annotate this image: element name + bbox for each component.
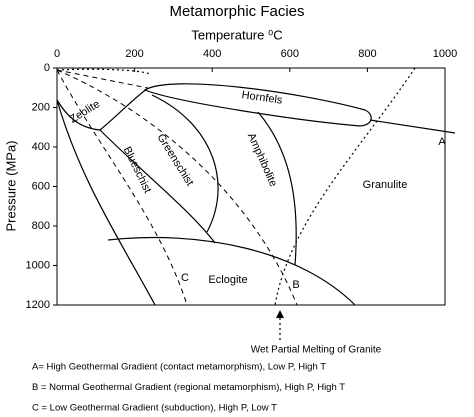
- x-tick-label: 1000: [433, 48, 457, 60]
- x-tick-label: 800: [358, 48, 376, 60]
- legend-item: B = Normal Geothermal Gradient (regional…: [32, 382, 345, 393]
- gradient-label: B: [292, 279, 299, 291]
- y-tick-label: 800: [32, 220, 50, 232]
- x-axis-label: Temperature ⁰C: [191, 27, 282, 42]
- facies-label: Eclogite: [208, 274, 247, 286]
- facies-boundaries: [56, 67, 456, 340]
- annotation: Wet Partial Melting of Granite: [251, 345, 382, 356]
- legend-item: A= High Geothermal Gradient (contact met…: [32, 362, 326, 373]
- y-tick-label: 0: [44, 62, 50, 74]
- y-tick-label: 600: [32, 180, 50, 192]
- facies-label: Granulite: [363, 179, 408, 191]
- legend-item: C = Low Geothermal Gradient (subduction)…: [32, 403, 277, 414]
- x-tick-label: 600: [281, 48, 299, 60]
- gradient-label: C: [181, 272, 189, 284]
- y-tick-label: 400: [32, 141, 50, 153]
- x-tick-label: 200: [125, 48, 143, 60]
- facies-label: Amphibolite: [245, 131, 279, 188]
- title: Metamorphic Facies: [169, 3, 304, 20]
- y-tick-label: 200: [32, 101, 50, 113]
- x-tick-label: 400: [203, 48, 221, 60]
- gradient-label: A: [438, 136, 446, 148]
- x-tick-label: 0: [54, 48, 60, 60]
- y-tick-label: 1000: [26, 259, 50, 271]
- facies-label: Greenschist: [154, 132, 195, 188]
- legend: A= High Geothermal Gradient (contact met…: [32, 362, 345, 414]
- y-axis-label: Pressure (MPa): [3, 140, 18, 231]
- y-tick-label: 1200: [26, 299, 50, 311]
- facies-label: Zeolite: [68, 98, 102, 126]
- facies-label: Blueschist: [121, 145, 154, 195]
- facies-label: Hornfels: [241, 89, 284, 107]
